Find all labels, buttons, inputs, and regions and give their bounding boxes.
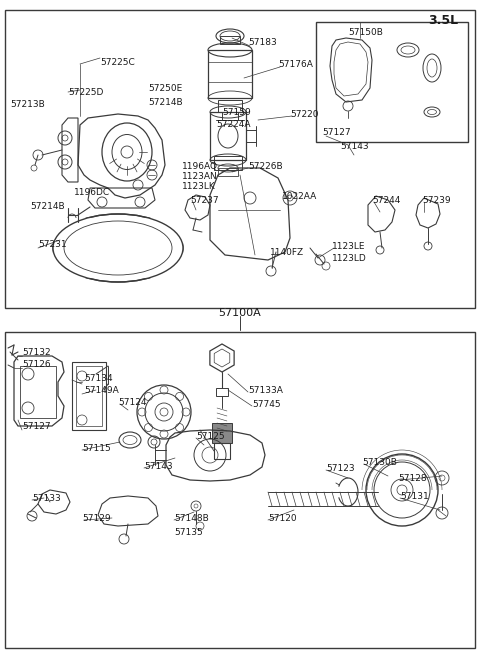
Bar bbox=[220, 36, 240, 44]
Text: 57225C: 57225C bbox=[100, 58, 135, 67]
Text: 57148B: 57148B bbox=[174, 514, 209, 523]
Bar bbox=[218, 168, 238, 176]
Text: 57213B: 57213B bbox=[10, 100, 45, 109]
Text: 57237: 57237 bbox=[190, 196, 218, 205]
Text: 1022AA: 1022AA bbox=[282, 192, 317, 201]
Bar bbox=[72, 362, 106, 430]
Bar bbox=[76, 366, 102, 426]
Text: 57115: 57115 bbox=[82, 444, 111, 453]
Text: 57231: 57231 bbox=[38, 240, 67, 249]
Text: 57120: 57120 bbox=[268, 514, 297, 523]
Text: 57250E: 57250E bbox=[148, 84, 182, 93]
Text: 57745: 57745 bbox=[252, 400, 281, 409]
Text: 57220: 57220 bbox=[290, 110, 319, 119]
Bar bbox=[5, 10, 475, 308]
Text: 57100A: 57100A bbox=[218, 308, 262, 318]
Bar bbox=[5, 332, 475, 648]
Bar bbox=[53, 218, 183, 278]
Text: 3.5L: 3.5L bbox=[428, 14, 458, 27]
Text: 57133A: 57133A bbox=[248, 386, 283, 395]
Text: 57123: 57123 bbox=[326, 464, 355, 473]
Text: 57127: 57127 bbox=[322, 128, 350, 137]
Text: 1140FZ: 1140FZ bbox=[270, 248, 304, 257]
Bar bbox=[208, 50, 252, 98]
Text: 57127: 57127 bbox=[22, 422, 50, 431]
Text: 57125: 57125 bbox=[196, 432, 225, 441]
Text: 57129: 57129 bbox=[82, 514, 110, 523]
Text: 57143: 57143 bbox=[340, 142, 369, 151]
Text: 57226B: 57226B bbox=[248, 162, 283, 171]
Text: 1123AN: 1123AN bbox=[182, 172, 218, 181]
Text: 57134: 57134 bbox=[84, 374, 113, 383]
Text: 57244: 57244 bbox=[372, 196, 400, 205]
Text: 57176A: 57176A bbox=[278, 60, 313, 69]
Text: 57150B: 57150B bbox=[348, 28, 383, 37]
Text: 57133: 57133 bbox=[32, 494, 61, 503]
Text: 57128: 57128 bbox=[398, 474, 427, 483]
Text: 57131: 57131 bbox=[400, 492, 429, 501]
Text: 57149A: 57149A bbox=[84, 386, 119, 395]
Text: 57183: 57183 bbox=[248, 38, 277, 47]
Text: 1196DC: 1196DC bbox=[74, 188, 110, 197]
Text: 1123LK: 1123LK bbox=[182, 182, 216, 191]
Text: 57224A: 57224A bbox=[216, 120, 251, 129]
Bar bbox=[20, 366, 56, 418]
Text: 57126: 57126 bbox=[22, 360, 50, 369]
Text: 57124: 57124 bbox=[118, 398, 146, 407]
Bar bbox=[214, 443, 230, 459]
Text: 57132: 57132 bbox=[22, 348, 50, 357]
Text: 57239: 57239 bbox=[422, 196, 451, 205]
Bar bbox=[216, 388, 228, 396]
Text: 1123LE: 1123LE bbox=[332, 242, 365, 251]
Bar bbox=[212, 423, 232, 443]
Bar bbox=[218, 100, 242, 112]
Bar bbox=[214, 156, 242, 170]
Text: 57143: 57143 bbox=[144, 462, 173, 471]
Bar bbox=[210, 112, 246, 160]
Text: 1123LD: 1123LD bbox=[332, 254, 367, 263]
Text: 57214B: 57214B bbox=[30, 202, 65, 211]
Text: 57159: 57159 bbox=[222, 108, 251, 117]
Text: 57130B: 57130B bbox=[362, 458, 397, 467]
Bar bbox=[316, 22, 468, 142]
Text: 57225D: 57225D bbox=[68, 88, 103, 97]
Text: 57214B: 57214B bbox=[148, 98, 182, 107]
Text: 57135: 57135 bbox=[174, 528, 203, 537]
Text: 1196AQ: 1196AQ bbox=[182, 162, 218, 171]
